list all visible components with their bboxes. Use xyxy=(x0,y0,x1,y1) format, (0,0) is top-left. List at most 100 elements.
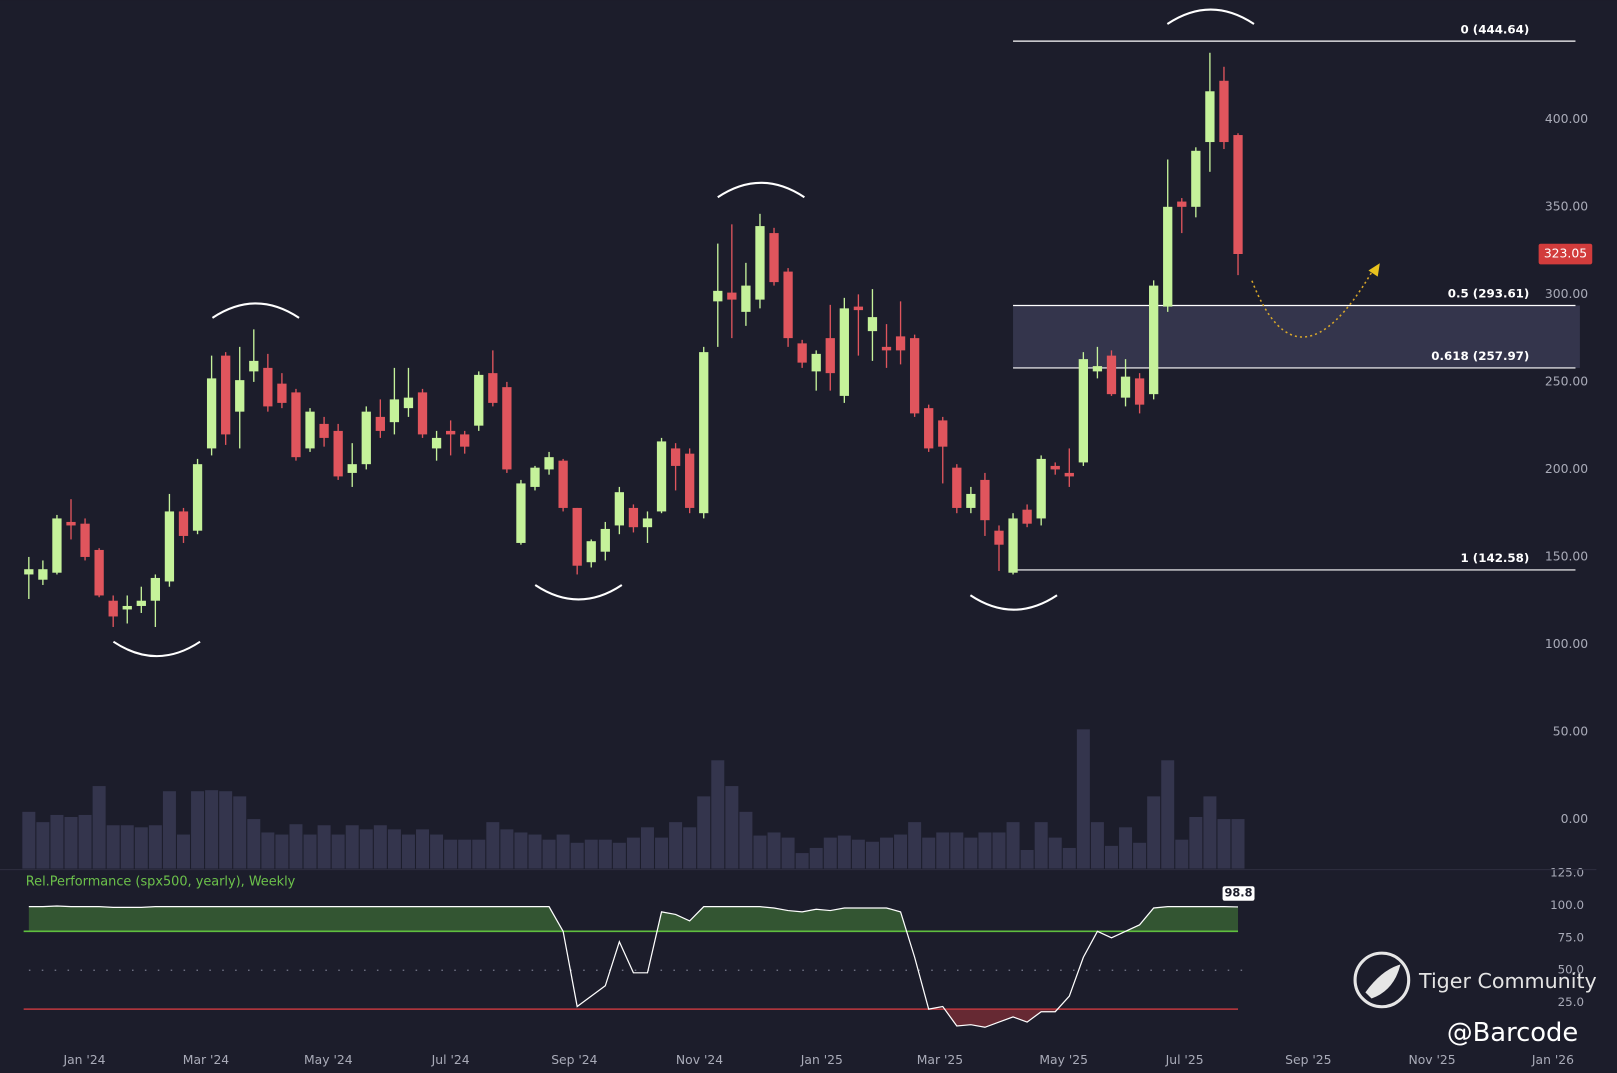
candle-body xyxy=(136,600,146,606)
volume-bar xyxy=(1147,796,1161,869)
volume-bar xyxy=(120,825,134,869)
candle-body xyxy=(1219,80,1229,143)
candle-body xyxy=(713,290,723,302)
volume-bar xyxy=(598,839,612,869)
fib-label: 0.5 (293.61) xyxy=(1448,287,1530,301)
fib-label: 1 (142.58) xyxy=(1460,551,1529,565)
x-tick-label: Mar '25 xyxy=(917,1053,963,1067)
candle-body xyxy=(431,437,442,449)
candle-body xyxy=(150,577,161,601)
candle-body xyxy=(319,423,329,438)
volume-bar xyxy=(134,827,148,869)
y-tick-label: 50.00 xyxy=(1553,725,1589,739)
candle-body xyxy=(445,430,456,435)
indicator-line xyxy=(28,905,1239,1028)
arc xyxy=(717,181,805,199)
volume-bar xyxy=(894,834,908,869)
candle-body xyxy=(642,518,653,528)
candle-body xyxy=(1022,509,1032,524)
volume-bar xyxy=(908,822,922,869)
candle-body xyxy=(600,528,610,552)
volume-bar xyxy=(640,827,654,869)
arc xyxy=(969,594,1058,611)
y-tick-label: 350.00 xyxy=(1545,199,1588,213)
candle-body xyxy=(403,397,414,409)
volume-bar xyxy=(809,847,823,869)
candle-body xyxy=(1191,150,1201,207)
candle-body xyxy=(375,416,385,431)
arc xyxy=(1166,8,1255,25)
candle-body xyxy=(1008,518,1018,573)
volume-bar xyxy=(1133,842,1147,869)
x-tick-label: Jul '25 xyxy=(1165,1053,1204,1067)
candle-body xyxy=(924,408,934,449)
candle-body xyxy=(881,346,892,351)
candle-body xyxy=(1233,135,1243,255)
volume-bar xyxy=(486,822,500,869)
marks-layer: 0.00 50.00 100.00 150.00 200.00 250.00 300.00 3… xyxy=(22,22,1593,1067)
x-tick-label: Jan '26 xyxy=(1531,1053,1574,1067)
volume-bar xyxy=(1217,819,1231,869)
volume-bar xyxy=(373,825,387,869)
volume-bar xyxy=(837,835,851,869)
volume-bar xyxy=(458,839,472,869)
volume-bar xyxy=(992,832,1006,869)
volume-bar xyxy=(50,814,64,869)
fib-label: 0 (444.64) xyxy=(1460,22,1529,36)
volume-bar xyxy=(1034,822,1048,869)
volume-bar xyxy=(1175,839,1189,869)
candle-body xyxy=(1163,206,1173,307)
volume-bar xyxy=(191,791,205,869)
candle-body xyxy=(1177,201,1187,207)
candle-body xyxy=(783,271,793,339)
candle-body xyxy=(122,605,132,610)
volume-bar xyxy=(1104,845,1118,869)
last-value-label: 98.8 xyxy=(1225,886,1253,900)
candle-body xyxy=(1205,91,1215,143)
projection-arrow xyxy=(1368,263,1380,277)
candle-body xyxy=(1149,285,1159,395)
volume-bar xyxy=(823,837,837,869)
candle-body xyxy=(811,353,821,372)
volume-bar xyxy=(331,834,345,869)
candle-body xyxy=(530,467,540,487)
y-tick-label: 200.00 xyxy=(1545,462,1588,476)
last-price-label: 323.05 xyxy=(1544,247,1587,261)
candle-body xyxy=(670,448,681,466)
candle-body xyxy=(474,374,484,426)
volume-bar xyxy=(514,832,528,869)
volume-bar xyxy=(78,814,92,869)
volume-bar xyxy=(964,837,978,869)
logo-ring xyxy=(1353,951,1411,1009)
volume-bar xyxy=(289,824,303,869)
volume-bar xyxy=(584,839,598,869)
candle-body xyxy=(825,338,835,374)
volume-bar xyxy=(922,837,936,869)
candle-body xyxy=(1036,458,1046,519)
x-tick-label: Sep '24 xyxy=(551,1053,597,1067)
y-tick-label: 50.0 xyxy=(1558,963,1584,977)
volume-bar xyxy=(36,822,50,869)
y-tick-label: 100.00 xyxy=(1545,637,1588,651)
y-tick-label: 150.00 xyxy=(1545,549,1588,563)
y-tick-label: 125.0 xyxy=(1550,865,1584,879)
x-tick-label: Jul '24 xyxy=(431,1053,470,1067)
volume-bar xyxy=(1006,822,1020,869)
candle-body xyxy=(94,549,104,596)
watermark-brand: Tiger Community xyxy=(1418,969,1597,993)
volume-bar xyxy=(261,832,275,869)
candle-body xyxy=(221,355,231,435)
candle-body xyxy=(502,387,512,470)
volume-bar xyxy=(416,829,430,869)
candle-body xyxy=(572,507,582,566)
candle-body xyxy=(699,352,709,514)
volume-bar xyxy=(317,825,331,869)
volume-bar xyxy=(570,842,584,869)
candle-body xyxy=(488,373,498,403)
volume-bar xyxy=(22,811,36,869)
y-tick-label: 250.00 xyxy=(1545,374,1588,388)
candle-body xyxy=(1120,376,1131,398)
volume-bar xyxy=(795,853,809,869)
candle-body xyxy=(797,343,807,363)
volume-bar xyxy=(219,791,233,869)
